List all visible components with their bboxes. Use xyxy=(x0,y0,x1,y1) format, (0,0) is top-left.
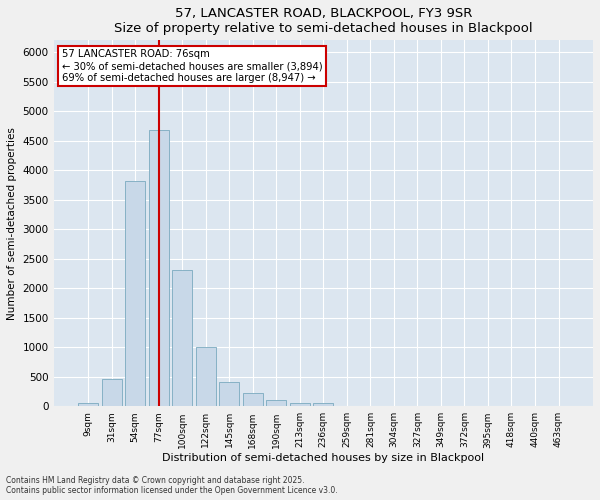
Title: 57, LANCASTER ROAD, BLACKPOOL, FY3 9SR
Size of property relative to semi-detache: 57, LANCASTER ROAD, BLACKPOOL, FY3 9SR S… xyxy=(114,7,533,35)
Text: 57 LANCASTER ROAD: 76sqm
← 30% of semi-detached houses are smaller (3,894)
69% o: 57 LANCASTER ROAD: 76sqm ← 30% of semi-d… xyxy=(62,50,322,82)
Bar xyxy=(149,130,169,406)
Bar xyxy=(101,379,122,406)
Bar xyxy=(219,382,239,406)
X-axis label: Distribution of semi-detached houses by size in Blackpool: Distribution of semi-detached houses by … xyxy=(162,453,484,463)
Bar xyxy=(243,394,263,406)
Bar xyxy=(266,400,286,406)
Bar xyxy=(125,181,145,406)
Y-axis label: Number of semi-detached properties: Number of semi-detached properties xyxy=(7,127,17,320)
Bar xyxy=(78,404,98,406)
Bar xyxy=(313,404,334,406)
Bar xyxy=(196,346,216,406)
Bar xyxy=(290,402,310,406)
Bar xyxy=(172,270,192,406)
Text: Contains HM Land Registry data © Crown copyright and database right 2025.
Contai: Contains HM Land Registry data © Crown c… xyxy=(6,476,338,495)
